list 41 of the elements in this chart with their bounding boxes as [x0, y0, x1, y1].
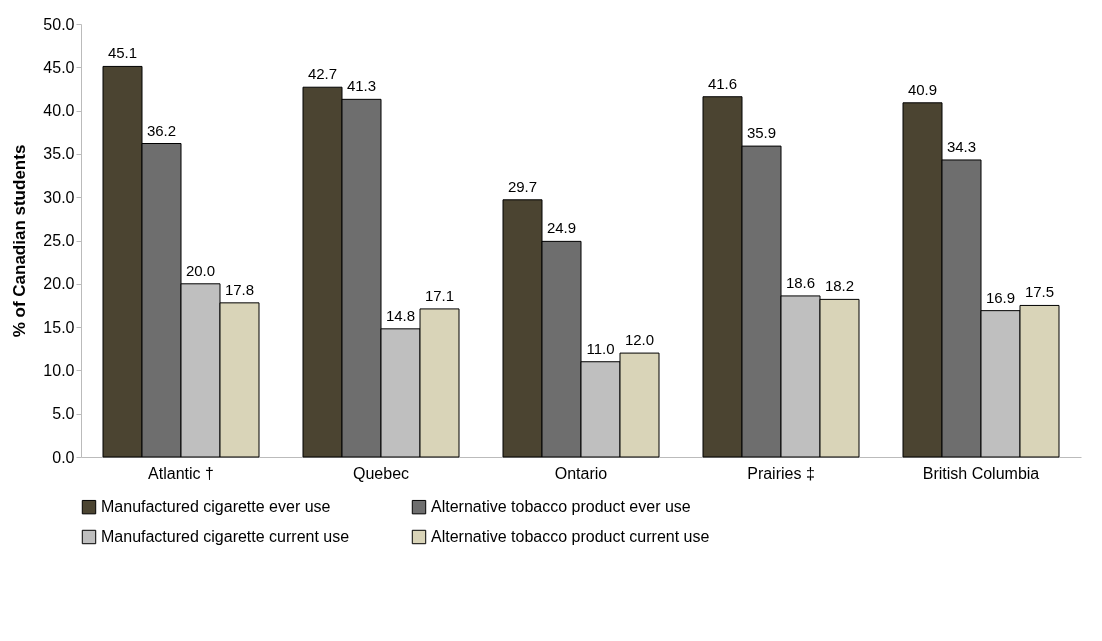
data-label: 35.9	[746, 124, 777, 142]
y-tick-label: 10.0	[43, 361, 75, 379]
data-label: 20.0	[185, 261, 216, 279]
y-tick-label: 15.0	[43, 318, 75, 336]
data-label: 16.9	[985, 288, 1016, 306]
data-label: 24.9	[546, 219, 577, 237]
y-axis-title: % of Canadian students	[10, 144, 30, 338]
data-label: 34.3	[946, 137, 977, 155]
y-tick-label: 0.0	[52, 448, 75, 466]
data-label: 11.0	[586, 339, 615, 357]
data-label: 36.2	[146, 121, 177, 139]
data-label: 42.7	[307, 65, 338, 83]
data-label: 41.3	[346, 77, 377, 95]
data-label: 45.1	[107, 44, 138, 62]
data-label: 29.7	[507, 177, 538, 195]
data-label: 41.6	[707, 74, 738, 92]
y-tick-label: 30.0	[43, 188, 75, 206]
x-tick-label: Ontario	[554, 464, 608, 482]
y-tick-label: 45.0	[43, 58, 75, 76]
y-tick-label: 50.0	[43, 15, 75, 33]
legend-label: Manufactured cigarette current use	[101, 528, 350, 545]
data-label: 17.1	[424, 286, 455, 304]
data-label: 17.8	[224, 280, 255, 298]
legend-label: Manufactured cigarette ever use	[101, 498, 331, 516]
y-tick-label: 40.0	[43, 102, 75, 120]
legend-label: Alternative tobacco product current use	[431, 528, 710, 545]
y-tick-label: 25.0	[43, 232, 75, 249]
legend-label: Alternative tobacco product ever use	[431, 498, 691, 516]
x-tick-label: Atlantic †	[148, 464, 214, 482]
data-label: 17.5	[1024, 283, 1055, 301]
y-tick-label: 35.0	[43, 145, 75, 163]
data-label: 14.8	[385, 306, 416, 324]
data-label: 18.6	[785, 273, 816, 291]
x-tick-label: Prairies ‡	[747, 464, 815, 482]
x-tick-label: Quebec	[352, 464, 410, 482]
data-label: 18.2	[824, 277, 855, 295]
data-label: 12.0	[624, 331, 655, 349]
y-tick-label: 5.0	[52, 405, 75, 423]
x-tick-label: British Columbia	[922, 464, 1040, 482]
data-label: 40.9	[907, 80, 938, 98]
y-tick-label: 20.0	[43, 275, 75, 293]
